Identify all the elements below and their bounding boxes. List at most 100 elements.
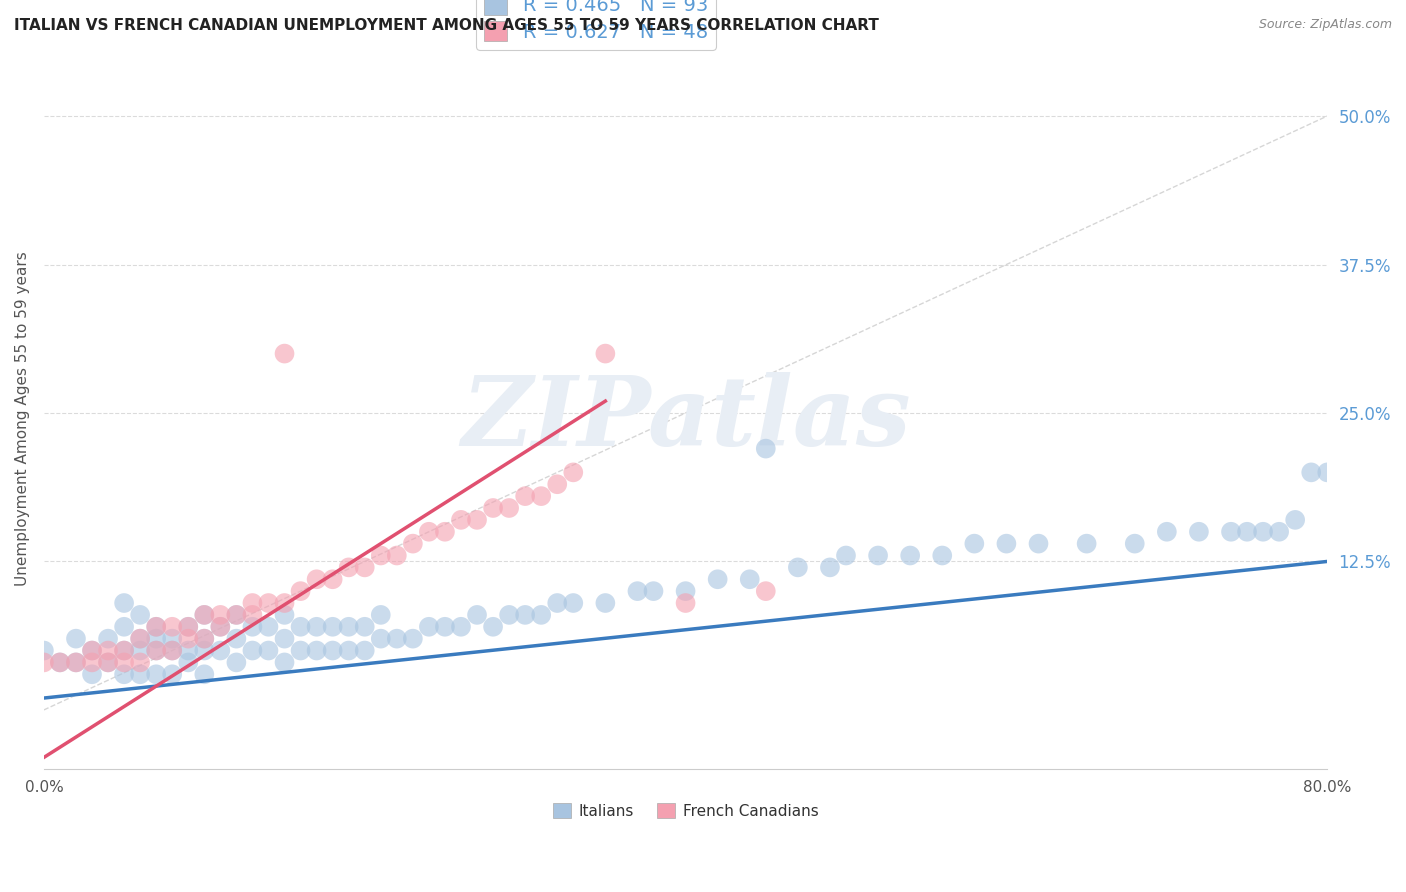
Y-axis label: Unemployment Among Ages 55 to 59 years: Unemployment Among Ages 55 to 59 years <box>15 252 30 586</box>
Legend: Italians, French Canadians: Italians, French Canadians <box>547 797 825 825</box>
Point <box>225 607 247 622</box>
Point <box>305 643 328 657</box>
Point <box>1220 524 1243 539</box>
Point <box>65 656 87 670</box>
Point <box>65 656 87 670</box>
Point <box>177 643 200 657</box>
Point <box>786 560 808 574</box>
Point <box>305 620 328 634</box>
Point <box>32 643 55 657</box>
Point <box>112 643 135 657</box>
Text: Source: ZipAtlas.com: Source: ZipAtlas.com <box>1258 18 1392 31</box>
Point <box>80 656 103 670</box>
Point <box>868 549 890 563</box>
Point <box>129 643 152 657</box>
Point <box>112 656 135 670</box>
Point <box>418 524 440 539</box>
Point <box>370 607 392 622</box>
Point <box>515 607 537 622</box>
Point <box>963 536 986 550</box>
Point <box>1301 466 1323 480</box>
Point <box>385 549 408 563</box>
Point <box>755 584 778 599</box>
Point <box>385 632 408 646</box>
Point <box>112 667 135 681</box>
Point <box>450 513 472 527</box>
Point <box>465 513 488 527</box>
Text: ITALIAN VS FRENCH CANADIAN UNEMPLOYMENT AMONG AGES 55 TO 59 YEARS CORRELATION CH: ITALIAN VS FRENCH CANADIAN UNEMPLOYMENT … <box>14 18 879 33</box>
Point <box>145 643 167 657</box>
Point <box>1156 524 1178 539</box>
Point <box>465 607 488 622</box>
Point <box>290 584 312 599</box>
Point <box>562 466 585 480</box>
Point <box>595 346 617 360</box>
Point <box>322 643 344 657</box>
Point <box>498 607 520 622</box>
Point <box>353 620 375 634</box>
Point <box>225 632 247 646</box>
Point <box>112 596 135 610</box>
Point <box>370 549 392 563</box>
Point <box>1076 536 1098 550</box>
Point <box>193 632 215 646</box>
Point <box>97 656 120 670</box>
Point <box>257 620 280 634</box>
Point <box>322 620 344 634</box>
Point <box>129 656 152 670</box>
Point <box>353 560 375 574</box>
Point <box>370 632 392 646</box>
Point <box>225 607 247 622</box>
Point <box>97 656 120 670</box>
Point <box>995 536 1018 550</box>
Point <box>1188 524 1211 539</box>
Point <box>530 489 553 503</box>
Point <box>1028 536 1050 550</box>
Point <box>1236 524 1258 539</box>
Point <box>1284 513 1306 527</box>
Point <box>209 620 232 634</box>
Point <box>112 643 135 657</box>
Point <box>305 572 328 586</box>
Point <box>80 643 103 657</box>
Point <box>209 620 232 634</box>
Point <box>738 572 761 586</box>
Point <box>32 656 55 670</box>
Point <box>675 596 697 610</box>
Point <box>225 656 247 670</box>
Point <box>337 620 360 634</box>
Point <box>898 549 921 563</box>
Point <box>546 596 568 610</box>
Point <box>145 620 167 634</box>
Point <box>160 632 183 646</box>
Point <box>80 643 103 657</box>
Point <box>177 632 200 646</box>
Point <box>1251 524 1274 539</box>
Point <box>273 632 295 646</box>
Point <box>273 346 295 360</box>
Point <box>675 584 697 599</box>
Point <box>160 620 183 634</box>
Point <box>1268 524 1291 539</box>
Point <box>706 572 728 586</box>
Point <box>49 656 72 670</box>
Point <box>546 477 568 491</box>
Point <box>193 632 215 646</box>
Point <box>1316 466 1339 480</box>
Point <box>145 620 167 634</box>
Point <box>273 607 295 622</box>
Point <box>290 620 312 634</box>
Point <box>257 596 280 610</box>
Point <box>129 667 152 681</box>
Point <box>322 572 344 586</box>
Point <box>482 501 505 516</box>
Point <box>530 607 553 622</box>
Point <box>80 667 103 681</box>
Point <box>193 667 215 681</box>
Point <box>498 501 520 516</box>
Point <box>515 489 537 503</box>
Point <box>242 620 264 634</box>
Point <box>418 620 440 634</box>
Point <box>626 584 648 599</box>
Point <box>257 643 280 657</box>
